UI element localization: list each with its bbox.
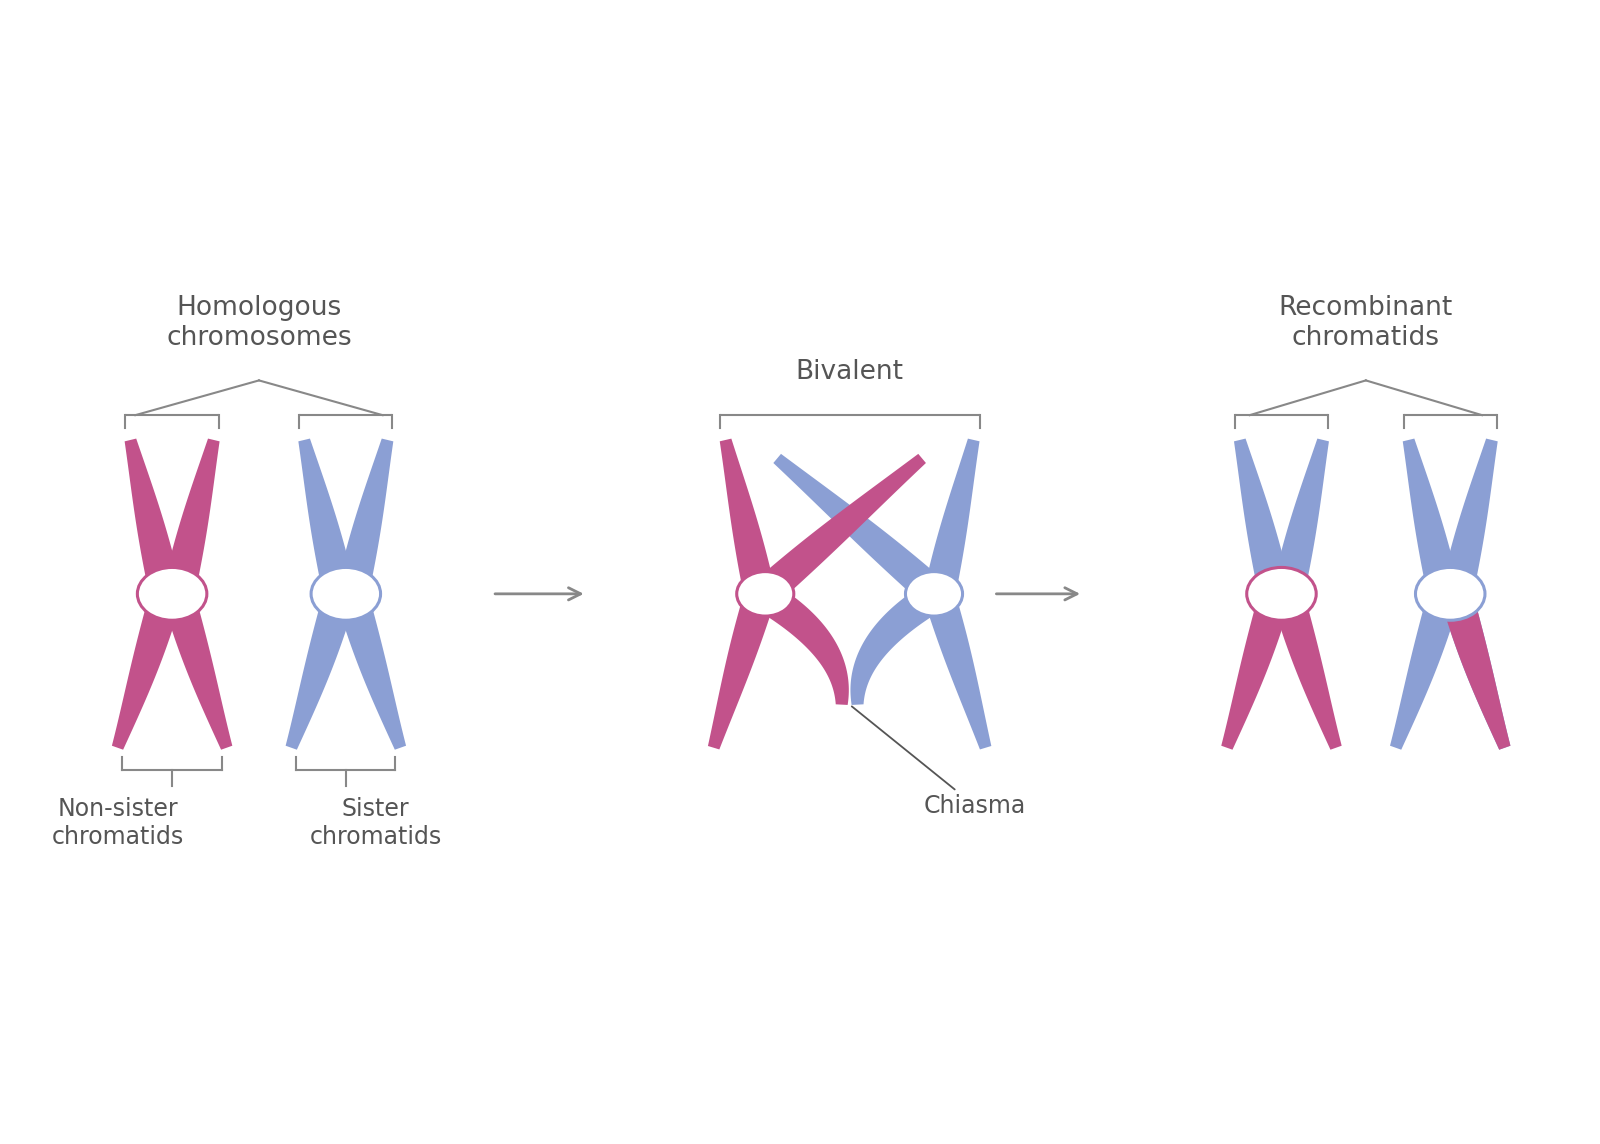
Ellipse shape xyxy=(736,572,794,617)
Text: Chiasma: Chiasma xyxy=(851,706,1026,818)
Polygon shape xyxy=(1390,597,1458,749)
Polygon shape xyxy=(1274,438,1330,589)
Polygon shape xyxy=(1443,597,1510,749)
Polygon shape xyxy=(338,438,394,589)
Polygon shape xyxy=(707,596,773,749)
Polygon shape xyxy=(298,438,354,589)
Text: Recombinant
chromatids: Recombinant chromatids xyxy=(1278,295,1453,350)
Polygon shape xyxy=(1221,597,1290,749)
Polygon shape xyxy=(1234,438,1290,589)
Text: Sister
chromatids: Sister chromatids xyxy=(309,797,442,849)
Polygon shape xyxy=(1442,438,1498,589)
Polygon shape xyxy=(925,438,979,590)
Polygon shape xyxy=(762,454,926,598)
Ellipse shape xyxy=(138,567,206,620)
Ellipse shape xyxy=(1246,567,1317,620)
Polygon shape xyxy=(773,454,938,598)
Polygon shape xyxy=(165,597,232,749)
Ellipse shape xyxy=(1416,567,1485,620)
Ellipse shape xyxy=(310,567,381,620)
Polygon shape xyxy=(112,597,179,749)
Polygon shape xyxy=(1443,597,1510,749)
Text: Homologous
chromosomes: Homologous chromosomes xyxy=(166,295,352,350)
Polygon shape xyxy=(1274,597,1342,749)
Polygon shape xyxy=(286,597,354,749)
Polygon shape xyxy=(926,596,992,749)
Polygon shape xyxy=(1403,438,1458,589)
Polygon shape xyxy=(851,588,936,705)
Ellipse shape xyxy=(906,572,963,617)
Polygon shape xyxy=(338,597,406,749)
Polygon shape xyxy=(125,438,181,589)
Polygon shape xyxy=(763,588,850,705)
Text: Bivalent: Bivalent xyxy=(795,359,904,386)
Polygon shape xyxy=(720,438,774,590)
Polygon shape xyxy=(165,438,219,589)
Text: Non-sister
chromatids: Non-sister chromatids xyxy=(51,797,184,849)
